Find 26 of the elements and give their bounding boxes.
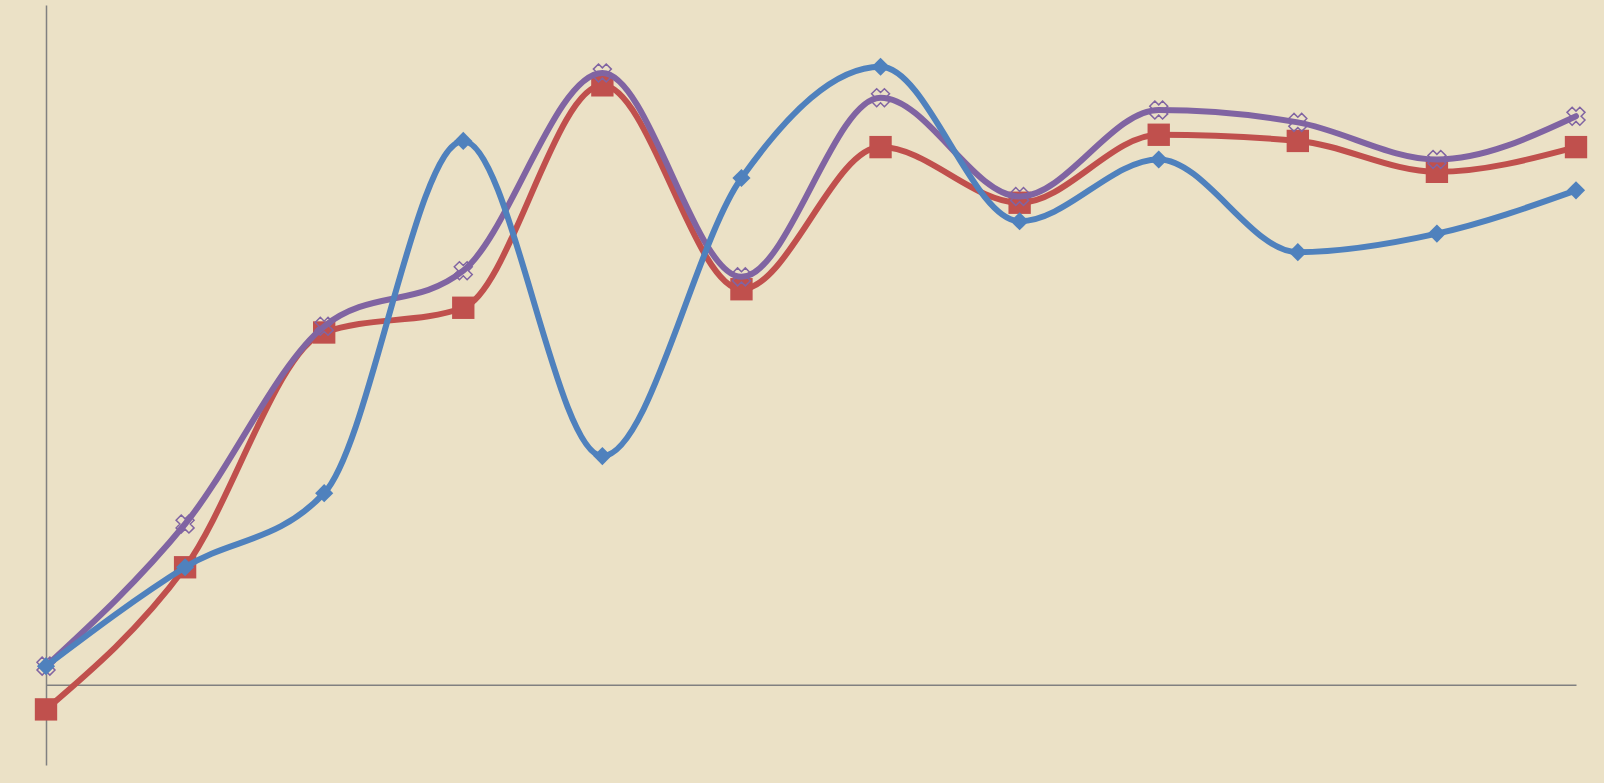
- point: [1148, 100, 1169, 120]
- point: [1564, 135, 1588, 159]
- point: [452, 296, 475, 319]
- point: [1566, 106, 1586, 126]
- point: [314, 316, 334, 337]
- point: [1427, 149, 1447, 170]
- point: [1147, 123, 1170, 146]
- point: [1288, 112, 1308, 133]
- point: [732, 168, 751, 188]
- point: [869, 135, 892, 159]
- point: [1566, 181, 1586, 200]
- point: [175, 514, 195, 534]
- point: [453, 260, 474, 281]
- point: [1288, 243, 1307, 262]
- point: [1286, 129, 1309, 153]
- point: [1427, 224, 1446, 243]
- point: [454, 131, 473, 151]
- point: [870, 87, 891, 108]
- point: [1009, 186, 1030, 207]
- point: [592, 63, 613, 83]
- point: [1010, 212, 1029, 231]
- point: [34, 698, 58, 721]
- point: [593, 446, 612, 466]
- point: [315, 484, 334, 503]
- point: [731, 267, 752, 287]
- point: [871, 57, 890, 76]
